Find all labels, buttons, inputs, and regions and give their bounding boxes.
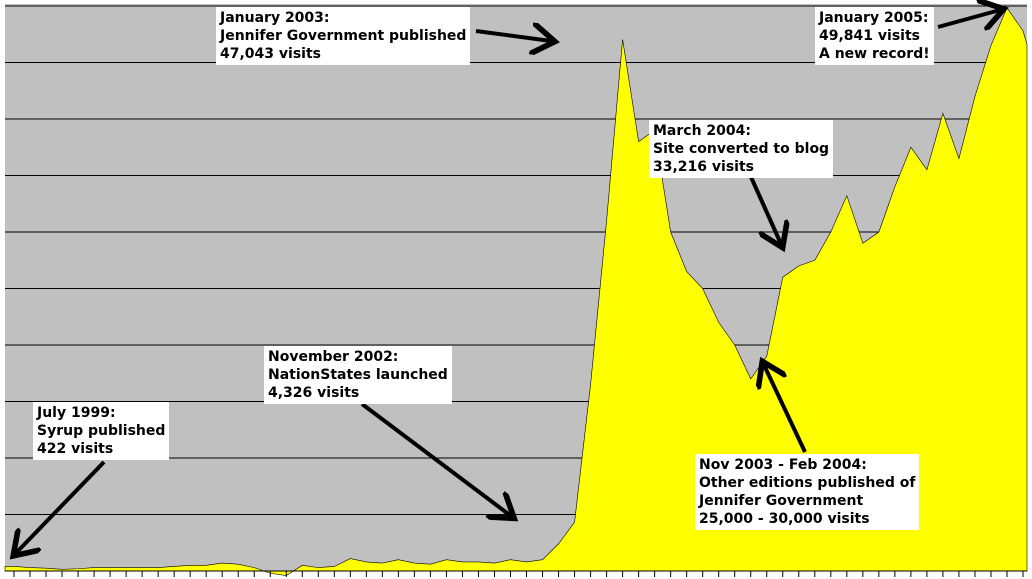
annotation-line: Other editions published of	[699, 475, 916, 491]
annotation-line: July 1999:	[37, 405, 116, 421]
annotation-line: A new record!	[819, 46, 930, 62]
annotation-line: Jennifer Government	[699, 493, 864, 509]
arrow-mar-2004	[749, 176, 781, 244]
annotation-line: March 2004:	[653, 123, 751, 139]
x-ticks	[13, 571, 1024, 577]
annotation-line: January 2003:	[220, 10, 330, 26]
arrow-july-1999	[16, 460, 106, 553]
gridlines	[5, 5, 1027, 515]
annotation-line: NationStates launched	[268, 367, 448, 383]
annotation-line: 49,841 visits	[819, 28, 920, 44]
annotation-line: Nov 2003 - Feb 2004:	[699, 457, 867, 473]
annotation-line: Site converted to blog	[653, 141, 830, 157]
arrow-jan-2003	[475, 31, 551, 41]
annotation-july-1999: July 1999: Syrup published 422 visits	[33, 402, 170, 460]
annotation-jan-2003: January 2003: Jennifer Government publis…	[216, 7, 471, 65]
arrow-jan-2005	[937, 10, 1000, 27]
annotation-nov-2003-feb-2004: Nov 2003 - Feb 2004: Other editions publ…	[695, 454, 920, 530]
annotation-line: 4,326 visits	[268, 385, 360, 401]
annotation-line: Jennifer Government published	[220, 28, 467, 44]
annotation-jan-2005: January 2005: 49,841 visits A new record…	[815, 7, 934, 65]
annotation-line: 33,216 visits	[653, 159, 754, 175]
annotation-line: November 2002:	[268, 349, 399, 365]
arrow-nov-2002	[360, 402, 511, 516]
annotation-nov-2002: November 2002: NationStates launched 4,3…	[264, 346, 452, 404]
annotation-line: 47,043 visits	[220, 46, 321, 62]
annotation-mar-2004: March 2004: Site converted to blog 33,21…	[649, 120, 834, 178]
annotation-line: 25,000 - 30,000 visits	[699, 511, 870, 527]
arrow-nov-2003	[764, 365, 807, 453]
annotation-line: Syrup published	[37, 423, 166, 439]
annotation-line: January 2005:	[819, 10, 929, 26]
annotation-line: 422 visits	[37, 441, 114, 457]
visits-area	[4, 7, 1028, 576]
